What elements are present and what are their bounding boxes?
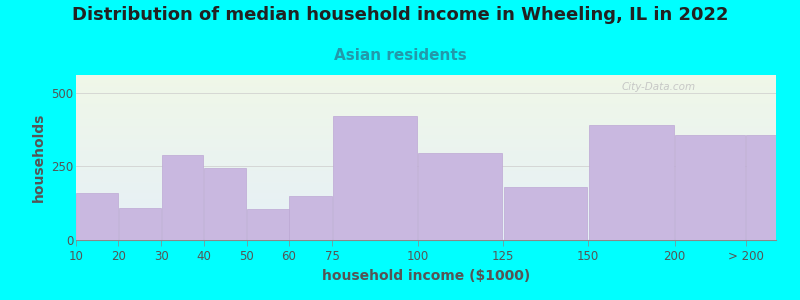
Bar — [418, 153, 502, 240]
Text: City-Data.com: City-Data.com — [622, 82, 696, 92]
X-axis label: household income ($1000): household income ($1000) — [322, 269, 530, 283]
Text: Asian residents: Asian residents — [334, 48, 466, 63]
Bar — [675, 135, 745, 240]
Bar — [204, 168, 246, 240]
Bar — [504, 187, 587, 240]
Bar — [247, 209, 289, 240]
Bar — [746, 135, 776, 240]
Bar — [77, 193, 118, 240]
Bar — [290, 196, 332, 240]
Bar — [162, 154, 203, 240]
Bar — [589, 125, 674, 240]
Y-axis label: households: households — [31, 113, 46, 202]
Text: Distribution of median household income in Wheeling, IL in 2022: Distribution of median household income … — [72, 6, 728, 24]
Bar — [118, 208, 161, 240]
Bar — [333, 116, 417, 240]
